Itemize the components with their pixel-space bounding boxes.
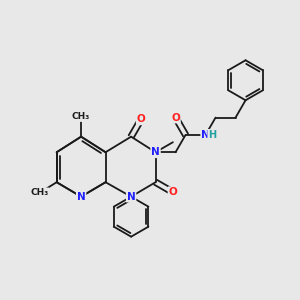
- Text: O: O: [137, 114, 146, 124]
- Text: N: N: [201, 130, 210, 140]
- Text: H: H: [208, 130, 216, 140]
- Text: O: O: [169, 187, 177, 197]
- Text: CH₃: CH₃: [72, 112, 90, 121]
- Text: CH₃: CH₃: [31, 188, 49, 197]
- Text: O: O: [171, 112, 180, 123]
- Text: N: N: [127, 192, 136, 202]
- Text: N: N: [151, 147, 160, 157]
- Text: N: N: [77, 192, 85, 202]
